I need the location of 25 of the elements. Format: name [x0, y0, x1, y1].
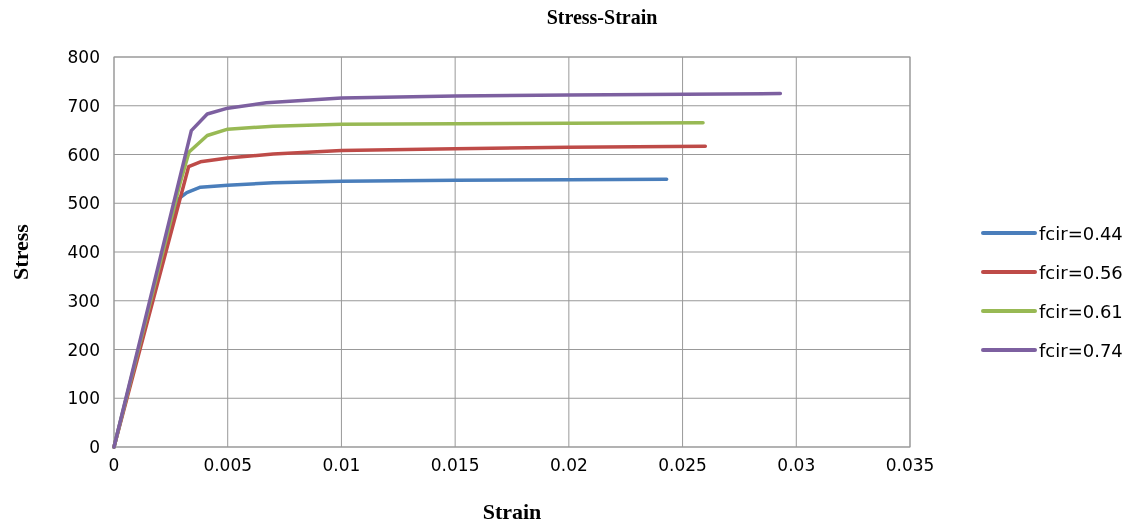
- legend-label: fcir=0.74: [1039, 340, 1123, 361]
- y-tick-label: 100: [67, 388, 100, 409]
- y-axis-title: Stress: [8, 223, 33, 280]
- legend-label: fcir=0.56: [1039, 262, 1123, 283]
- y-tick-label: 600: [67, 144, 100, 165]
- x-tick-label: 0.015: [430, 455, 480, 475]
- y-tick-label: 0: [89, 437, 100, 457]
- y-tick-label: 400: [67, 242, 100, 262]
- y-tick-label: 500: [67, 193, 100, 214]
- line-series: [112, 91, 783, 449]
- legend-label: fcir=0.61: [1039, 301, 1123, 322]
- x-tick-label: 0.01: [322, 455, 361, 475]
- x-axis-title: Strain: [482, 499, 542, 524]
- y-tick-label: 200: [67, 339, 100, 360]
- x-tick-label: 0.035: [885, 455, 935, 475]
- x-tick-label: 0.025: [658, 455, 707, 475]
- x-tick-label: 0.02: [549, 455, 588, 475]
- chart-title: Stress-Strain: [546, 6, 658, 28]
- x-tick-label: 0.005: [203, 455, 253, 475]
- legend-label: fcir=0.44: [1039, 223, 1123, 244]
- x-tick-label: 0.03: [777, 455, 816, 475]
- x-tick-label: 0: [108, 455, 120, 475]
- y-tick-label: 700: [67, 95, 100, 116]
- y-tick-label: 800: [67, 47, 100, 67]
- y-tick-label: 300: [67, 290, 100, 311]
